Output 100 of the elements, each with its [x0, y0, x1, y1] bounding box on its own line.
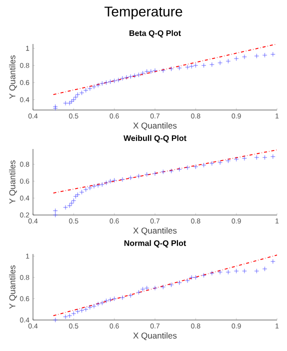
- point: [152, 286, 158, 290]
- point: [177, 166, 182, 172]
- point: [144, 69, 150, 74]
- point: [79, 190, 84, 195]
- point: [262, 52, 268, 58]
- point: [52, 318, 58, 322]
- point: [270, 259, 276, 264]
- point: [177, 66, 182, 70]
- point: [144, 286, 150, 290]
- point: [193, 63, 198, 68]
- point: [120, 295, 125, 300]
- point: [88, 304, 92, 310]
- point: [242, 156, 247, 161]
- point: [69, 200, 74, 206]
- point: [254, 54, 260, 58]
- point: [73, 94, 78, 100]
- y-axis-title: Y Quantiles: [9, 265, 17, 309]
- point: [96, 302, 100, 306]
- point: [108, 178, 113, 184]
- point: [52, 212, 58, 218]
- point: [120, 76, 125, 81]
- point: [218, 160, 222, 165]
- point: [242, 268, 247, 274]
- y-axis-title: Y Quantiles: [9, 55, 17, 99]
- point: [140, 286, 146, 292]
- point: [270, 52, 276, 57]
- point: [234, 56, 239, 61]
- point: [71, 97, 76, 102]
- point: [92, 304, 96, 309]
- point: [120, 177, 125, 182]
- chart-title: Temperature: [104, 6, 182, 20]
- point: [63, 100, 68, 106]
- point: [132, 73, 138, 78]
- point: [152, 171, 158, 176]
- point: [108, 297, 113, 302]
- point: [83, 88, 88, 93]
- point: [193, 164, 198, 170]
- point: [262, 266, 268, 272]
- point: [201, 272, 206, 278]
- point: [96, 82, 100, 88]
- point: [136, 174, 142, 178]
- point: [83, 306, 88, 312]
- point: [104, 180, 109, 186]
- point: [136, 290, 142, 295]
- point: [88, 86, 92, 91]
- point: [193, 275, 198, 280]
- point: [168, 282, 174, 288]
- point: [218, 270, 222, 275]
- point: [67, 203, 72, 208]
- point: [201, 162, 206, 168]
- point: [226, 158, 231, 164]
- point: [189, 275, 194, 280]
- point: [185, 165, 190, 170]
- point: [254, 155, 260, 160]
- point: [185, 64, 190, 70]
- point: [92, 84, 96, 90]
- point: [189, 64, 194, 69]
- point: [136, 72, 142, 78]
- point: [112, 296, 117, 302]
- point: [108, 79, 113, 84]
- point: [73, 194, 78, 199]
- point: [128, 74, 133, 79]
- point: [185, 278, 190, 284]
- point: [226, 58, 231, 64]
- point: [168, 168, 174, 174]
- point: [100, 81, 105, 86]
- point: [63, 204, 68, 210]
- x-axis-title: X Quantiles: [133, 332, 177, 340]
- point: [69, 99, 74, 104]
- point: [67, 100, 72, 106]
- point: [140, 70, 146, 76]
- point: [104, 298, 109, 304]
- point: [79, 90, 84, 96]
- point: [100, 300, 105, 306]
- point: [128, 293, 133, 298]
- point: [75, 192, 80, 198]
- point: [128, 175, 133, 180]
- point: [100, 182, 105, 187]
- point: [112, 78, 117, 84]
- point: [210, 62, 214, 67]
- point: [177, 280, 182, 286]
- point: [104, 80, 109, 85]
- point: [52, 208, 58, 214]
- point: [152, 68, 158, 73]
- point: [71, 311, 76, 316]
- point: [160, 169, 166, 174]
- chart-title: Weibull Q-Q Plot: [124, 135, 186, 142]
- point: [88, 186, 92, 190]
- point: [144, 172, 150, 177]
- point: [218, 60, 222, 66]
- point: [270, 154, 276, 160]
- point: [92, 184, 96, 189]
- point: [160, 68, 166, 73]
- point: [160, 284, 166, 290]
- point: [226, 270, 231, 275]
- point: [75, 309, 80, 314]
- point: [148, 69, 154, 74]
- point: [71, 198, 76, 204]
- chart-subtitle: Beta Q-Q Plot: [130, 30, 181, 38]
- point: [67, 313, 72, 318]
